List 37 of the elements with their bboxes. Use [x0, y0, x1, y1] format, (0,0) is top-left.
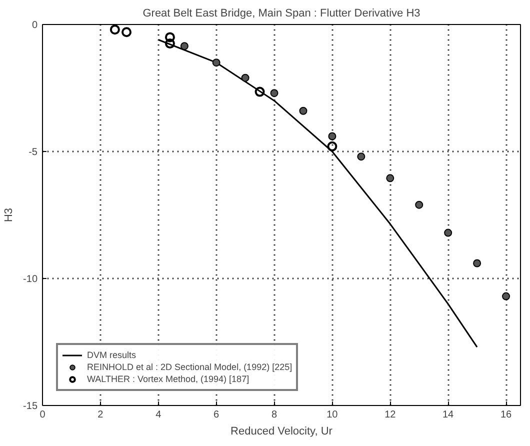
x-tick-label: 16 [500, 410, 512, 420]
point [473, 259, 482, 268]
y-tick-label: 0 [32, 20, 38, 31]
point [502, 292, 510, 300]
y-tick-label: -5 [28, 147, 38, 158]
point [241, 74, 250, 82]
point [415, 200, 424, 209]
point [327, 141, 338, 152]
x-axis-title: Reduced Velocity, Ur [230, 426, 333, 438]
point [328, 132, 336, 140]
point [164, 38, 175, 49]
y-axis-title: H3 [3, 208, 16, 222]
x-tick-label: 2 [98, 410, 104, 420]
point [164, 32, 175, 42]
y-tick-label: -10 [23, 274, 38, 285]
chart-title: Great Belt East Bridge, Main Span : Flutter Derivative H3 [142, 8, 420, 20]
x-tick-label: 6 [214, 410, 220, 420]
point [254, 86, 265, 97]
x-tick-label: 10 [326, 410, 338, 420]
point [110, 24, 120, 35]
x-tick-label: 4 [156, 410, 162, 420]
x-tick-label: 8 [271, 410, 278, 420]
point [212, 58, 220, 67]
legend-label: REINHOLD et al : 2D Sectional Model, (1992) [225] [87, 361, 292, 373]
point [299, 106, 308, 115]
point [122, 27, 132, 38]
point [270, 89, 278, 98]
point [180, 42, 188, 50]
legend-label: DVM results [87, 349, 136, 361]
x-tick-label: 12 [384, 410, 396, 420]
point [386, 174, 394, 182]
point [357, 152, 366, 161]
x-tick-label: 14 [442, 410, 454, 420]
y-tick-label: -15 [23, 401, 38, 412]
legend-label: WALTHER : Vortex Method, (1994) [187] [87, 373, 250, 385]
point [444, 228, 452, 237]
x-tick-label: 0 [40, 410, 46, 420]
